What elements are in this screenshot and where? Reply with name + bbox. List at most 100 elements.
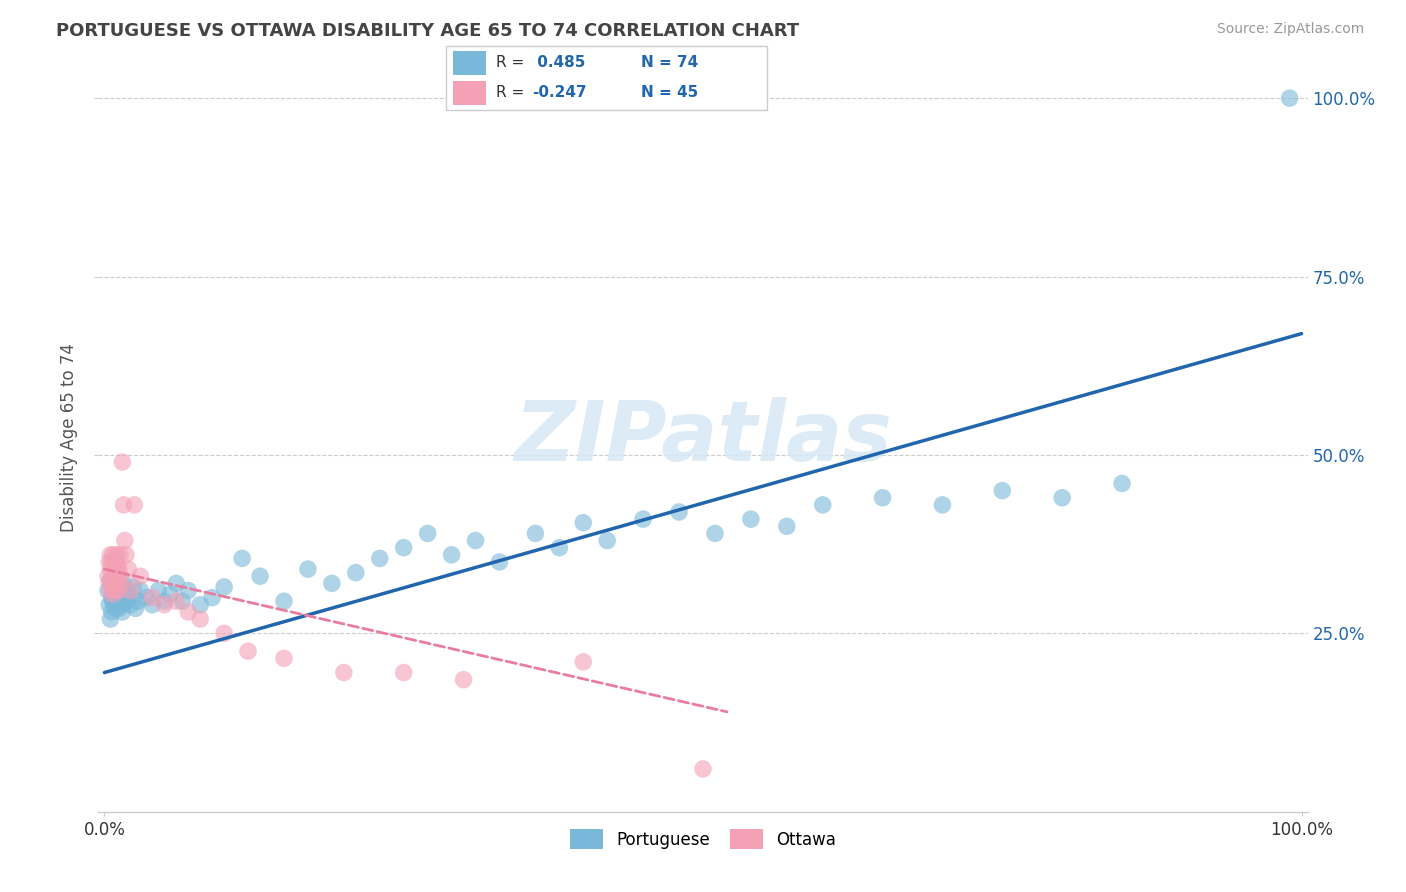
Point (104, 601, 127, 615)
Y-axis label: Disability Age 65 to 74: Disability Age 65 to 74 (60, 343, 79, 532)
Text: 0.485: 0.485 (531, 55, 585, 70)
Point (98, 576, 121, 591)
Text: Source: ZipAtlas.com: Source: ZipAtlas.com (1216, 22, 1364, 37)
Point (100, 555, 122, 569)
Point (111, 583, 134, 598)
Point (100, 591, 122, 605)
Point (100, 562, 122, 576)
Point (100, 583, 122, 598)
Point (212, 580, 235, 594)
Point (101, 580, 124, 594)
Point (100, 548, 122, 562)
Point (524, 526, 547, 541)
Point (114, 533, 136, 548)
Point (112, 498, 135, 512)
Text: ZIPatlas: ZIPatlas (515, 397, 891, 477)
Point (177, 605, 200, 619)
Point (129, 583, 152, 598)
Point (120, 598, 142, 612)
Text: R =: R = (496, 55, 524, 70)
Point (112, 598, 135, 612)
Point (111, 605, 134, 619)
Point (704, 526, 727, 541)
Point (692, 762, 714, 776)
Point (105, 566, 128, 580)
Point (98, 598, 121, 612)
Point (1050, 491, 1073, 505)
Point (273, 594, 295, 608)
Point (108, 548, 131, 562)
Point (117, 562, 139, 576)
Point (776, 519, 799, 533)
Point (115, 548, 138, 562)
Point (110, 587, 132, 601)
Point (107, 558, 129, 573)
Point (107, 601, 129, 615)
FancyBboxPatch shape (453, 81, 486, 104)
Point (177, 583, 200, 598)
Point (1278, 91, 1301, 105)
Point (98, 555, 121, 569)
Point (453, 673, 475, 687)
Point (108, 591, 131, 605)
Point (107, 583, 129, 598)
Point (110, 580, 132, 594)
Point (153, 598, 176, 612)
Point (111, 455, 134, 469)
Point (100, 605, 122, 619)
Point (107, 576, 129, 591)
Point (101, 594, 124, 608)
Point (108, 598, 131, 612)
Point (596, 533, 619, 548)
Point (416, 526, 439, 541)
Point (165, 576, 187, 591)
Point (105, 591, 128, 605)
Point (991, 483, 1014, 498)
Point (101, 569, 124, 583)
Point (668, 505, 690, 519)
Point (101, 587, 124, 601)
Point (97, 569, 120, 583)
Point (631, 512, 654, 526)
Point (97, 583, 120, 598)
Point (188, 612, 211, 626)
Point (297, 562, 319, 576)
Point (159, 587, 181, 601)
Point (344, 566, 367, 580)
Point (236, 644, 259, 658)
Point (114, 587, 136, 601)
Point (104, 555, 127, 569)
Text: R =: R = (496, 86, 524, 100)
Point (107, 562, 129, 576)
Point (135, 591, 157, 605)
Point (172, 594, 194, 608)
Point (572, 516, 595, 530)
Point (273, 651, 295, 665)
Point (100, 612, 122, 626)
Point (740, 512, 762, 526)
FancyBboxPatch shape (453, 51, 486, 75)
Point (931, 498, 953, 512)
Point (129, 569, 152, 583)
Text: -0.247: -0.247 (531, 86, 586, 100)
Point (127, 594, 149, 608)
Point (392, 541, 415, 555)
Text: PORTUGUESE VS OTTAWA DISABILITY AGE 65 TO 74 CORRELATION CHART: PORTUGUESE VS OTTAWA DISABILITY AGE 65 T… (56, 22, 800, 40)
Point (117, 591, 139, 605)
Point (107, 583, 129, 598)
Point (201, 591, 224, 605)
Point (188, 598, 211, 612)
Point (872, 491, 894, 505)
Point (811, 498, 834, 512)
Point (105, 548, 128, 562)
Point (104, 587, 127, 601)
Point (212, 626, 235, 640)
Point (548, 541, 571, 555)
Legend: Portuguese, Ottawa: Portuguese, Ottawa (562, 822, 844, 855)
Point (103, 576, 125, 591)
Point (107, 580, 129, 594)
Text: N = 74: N = 74 (641, 55, 699, 70)
Point (108, 569, 131, 583)
Point (488, 555, 510, 569)
Point (100, 573, 122, 587)
